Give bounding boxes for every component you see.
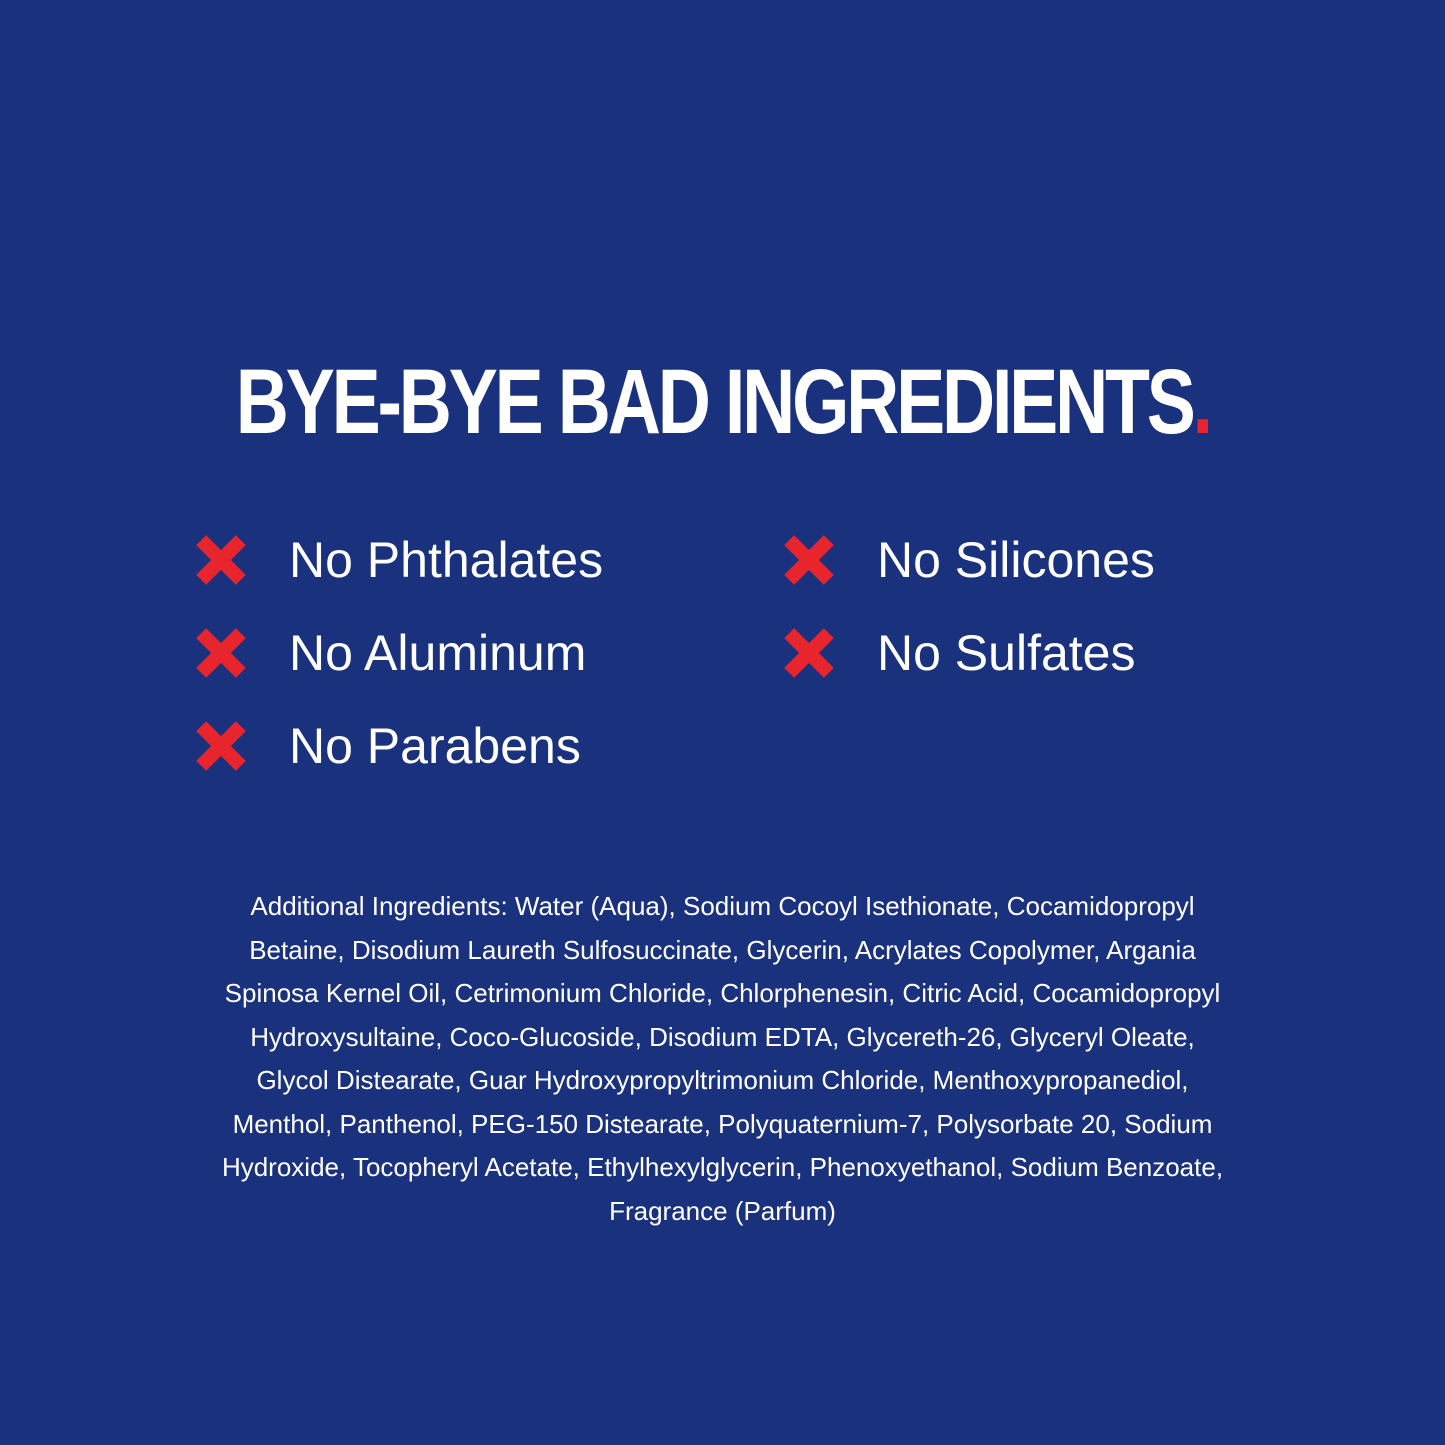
ingredients-line: Hydroxide, Tocopheryl Acetate, Ethylhexy… <box>221 1152 1224 1182</box>
headline-text: BYE-BYE BAD INGREDIENTS <box>235 351 1195 453</box>
headline-period: . <box>1192 351 1212 453</box>
ingredients-line: Menthol, Panthenol, PEG-150 Distearate, … <box>232 1108 1213 1139</box>
ingredients-line: Fragrance (Parfum) <box>609 1195 836 1226</box>
headline: BYE-BYE BAD INGREDIENTS. <box>0 352 1445 452</box>
free-from-label: No Aluminum <box>289 625 587 681</box>
x-icon <box>785 536 833 584</box>
free-from-label: No Silicones <box>877 532 1155 588</box>
x-icon <box>197 536 245 584</box>
x-icon <box>197 722 245 770</box>
ingredients-line: Glycol Distearate, Guar Hydroxypropyltri… <box>256 1065 1189 1095</box>
free-from-item: No Parabens <box>197 716 581 776</box>
x-icon <box>197 629 245 677</box>
ingredients-line: Spinosa Kernel Oil, Cetrimonium Chloride… <box>224 978 1221 1008</box>
free-from-label: No Parabens <box>289 718 581 774</box>
free-from-item: No Sulfates <box>785 623 1135 683</box>
free-from-label: No Phthalates <box>289 532 604 588</box>
ingredients-line: Additional Ingredients: Water (Aqua), So… <box>250 891 1195 921</box>
free-from-label: No Sulfates <box>877 625 1136 681</box>
free-from-item: No Silicones <box>785 530 1155 590</box>
ingredients-line: Hydroxysultaine, Coco-Glucoside, Disodiu… <box>250 1021 1195 1052</box>
x-icon <box>785 629 833 677</box>
free-from-item: No Aluminum <box>197 623 586 683</box>
ingredients-line: Betaine, Disodium Laureth Sulfosuccinate… <box>249 934 1196 965</box>
free-from-item: No Phthalates <box>197 530 603 590</box>
ingredients-list: Additional Ingredients: Water (Aqua), So… <box>0 885 1445 1233</box>
